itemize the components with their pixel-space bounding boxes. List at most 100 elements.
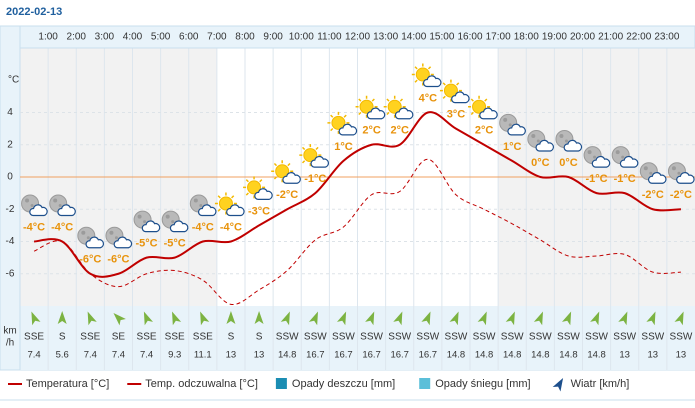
- cloud: [422, 75, 442, 88]
- wind-speed: 16.7: [334, 350, 353, 361]
- wind-speed: 14.8: [278, 350, 297, 361]
- wind-direction: SSW: [360, 332, 383, 343]
- wind-arrow: [449, 311, 459, 326]
- sun: [415, 67, 430, 82]
- weather-icon: [383, 95, 414, 120]
- moon-spot: [531, 134, 536, 138]
- x-tick-label: 5:00: [151, 32, 171, 43]
- wind-speed: 16.7: [390, 350, 409, 361]
- cloud: [113, 236, 133, 249]
- weather-icon: [133, 210, 161, 233]
- temperature-label: 4°C: [419, 92, 438, 104]
- wind-direction: SSW: [473, 332, 496, 343]
- temperature-label: -6°C: [79, 254, 101, 266]
- weather-icon: [77, 226, 104, 249]
- weather-icon: [21, 194, 48, 217]
- wind-arrow: [226, 311, 236, 324]
- temperature-label: -4°C: [220, 221, 242, 233]
- wind-arrow: [336, 311, 347, 326]
- feels-like-line: [33, 158, 681, 305]
- cloud: [647, 172, 667, 184]
- sun-ray: [386, 98, 390, 102]
- moon-spot: [536, 139, 540, 143]
- sun: [303, 148, 318, 163]
- wind-arrow: [200, 311, 210, 326]
- wind-speed: 11.1: [194, 350, 212, 361]
- sun-ray: [273, 176, 278, 180]
- weather-icon: [189, 194, 217, 217]
- wind-direction: SSE: [24, 332, 44, 343]
- y-tick-label: 0: [7, 172, 13, 183]
- x-tick-label: 17:00: [486, 32, 511, 43]
- wind-arrow: [477, 311, 487, 326]
- moon-spot: [508, 123, 512, 127]
- sun-ray: [399, 98, 403, 102]
- cloud: [535, 139, 554, 152]
- moon-spot: [30, 204, 34, 207]
- legend-swatch: [419, 378, 431, 389]
- wind-arrow: [143, 311, 154, 326]
- sun-ray: [470, 111, 474, 116]
- wind-speed: 14.8: [587, 350, 606, 361]
- moon-spot: [114, 236, 118, 240]
- wind-direction: SSW: [445, 332, 468, 343]
- moon-spot: [165, 214, 170, 219]
- wind-speed: 14.8: [559, 350, 578, 361]
- wind-arrow: [172, 311, 182, 326]
- temperature-label: -1°C: [586, 173, 608, 185]
- wind-arrow: [533, 311, 543, 326]
- moon-spot: [677, 171, 681, 175]
- wind-direction: SSW: [332, 332, 355, 343]
- weather-icon: [49, 194, 76, 217]
- cloud: [310, 155, 329, 168]
- weather-icon: [214, 192, 245, 217]
- wind-direction: SSW: [529, 332, 552, 343]
- wind-direction: SE: [112, 332, 126, 343]
- wind-direction: SSE: [193, 332, 213, 343]
- sun-ray: [358, 98, 362, 102]
- wind-direction: SSE: [165, 332, 185, 343]
- temperature-label: 3°C: [447, 109, 466, 121]
- wind-speed: 13: [254, 350, 265, 361]
- sun-ray: [245, 179, 249, 183]
- sun: [443, 83, 458, 98]
- sun: [247, 180, 262, 195]
- sun-ray: [414, 79, 418, 83]
- wind-speed: 14.8: [475, 350, 494, 361]
- moon-spot: [593, 155, 597, 159]
- sun-ray: [456, 82, 460, 86]
- sun: [218, 196, 233, 211]
- legend-label: Temperatura [°C]: [26, 378, 109, 390]
- x-tick-label: 2:00: [67, 32, 87, 43]
- wind-arrow: [57, 311, 67, 324]
- weather-icon: [667, 162, 695, 184]
- wind-speed: 14.8: [531, 350, 550, 361]
- weather-icon: [611, 146, 639, 168]
- cloud: [563, 139, 583, 152]
- moon-spot: [25, 198, 30, 203]
- x-tick-label: 16:00: [457, 32, 482, 43]
- x-tick-label: 9:00: [263, 32, 283, 43]
- cloud: [141, 220, 161, 233]
- wind-direction: SSW: [641, 332, 664, 343]
- cloud: [169, 220, 189, 233]
- weather-icon: [355, 95, 386, 120]
- legend-label: Temp. odczuwalna [°C]: [145, 378, 258, 390]
- moon-spot: [671, 166, 676, 171]
- wind-arrow: [505, 311, 515, 326]
- sun-ray: [371, 98, 375, 102]
- moon-spot: [58, 204, 62, 207]
- date-title: 2022-02-13: [6, 6, 62, 18]
- temperature-label: 0°C: [559, 157, 578, 169]
- moon-spot: [86, 236, 90, 240]
- moon-spot: [171, 220, 175, 224]
- cloud: [394, 107, 414, 120]
- sun-ray: [315, 146, 319, 150]
- wind-arrow: [674, 311, 684, 326]
- temperature-label: -3°C: [248, 205, 270, 217]
- weather-icon: [299, 144, 329, 168]
- wind-arrow: [280, 311, 290, 326]
- cloud: [479, 107, 498, 120]
- sun-ray: [330, 114, 334, 118]
- wind-direction: S: [59, 332, 66, 343]
